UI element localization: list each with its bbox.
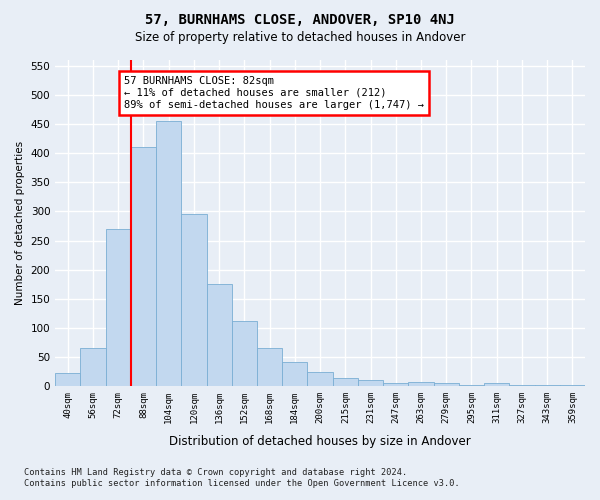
Bar [55, 374, 80, 386]
Bar [409, 382, 434, 386]
Bar [509, 384, 535, 386]
Bar [156, 121, 181, 386]
Bar [383, 383, 409, 386]
Text: Contains HM Land Registry data © Crown copyright and database right 2024.
Contai: Contains HM Land Registry data © Crown c… [24, 468, 460, 487]
Bar [282, 362, 307, 386]
Bar [307, 372, 332, 386]
Text: Size of property relative to detached houses in Andover: Size of property relative to detached ho… [135, 31, 465, 44]
Bar [80, 348, 106, 387]
Bar [484, 384, 509, 386]
Bar [459, 384, 484, 386]
Bar [181, 214, 206, 386]
Bar [434, 384, 459, 386]
Bar [358, 380, 383, 386]
Bar [535, 385, 560, 386]
X-axis label: Distribution of detached houses by size in Andover: Distribution of detached houses by size … [169, 434, 471, 448]
Text: 57 BURNHAMS CLOSE: 82sqm
← 11% of detached houses are smaller (212)
89% of semi-: 57 BURNHAMS CLOSE: 82sqm ← 11% of detach… [124, 76, 424, 110]
Bar [232, 321, 257, 386]
Y-axis label: Number of detached properties: Number of detached properties [15, 141, 25, 305]
Bar [131, 148, 156, 386]
Text: 57, BURNHAMS CLOSE, ANDOVER, SP10 4NJ: 57, BURNHAMS CLOSE, ANDOVER, SP10 4NJ [145, 12, 455, 26]
Bar [560, 385, 585, 386]
Bar [106, 229, 131, 386]
Bar [332, 378, 358, 386]
Bar [206, 284, 232, 386]
Bar [257, 348, 282, 387]
